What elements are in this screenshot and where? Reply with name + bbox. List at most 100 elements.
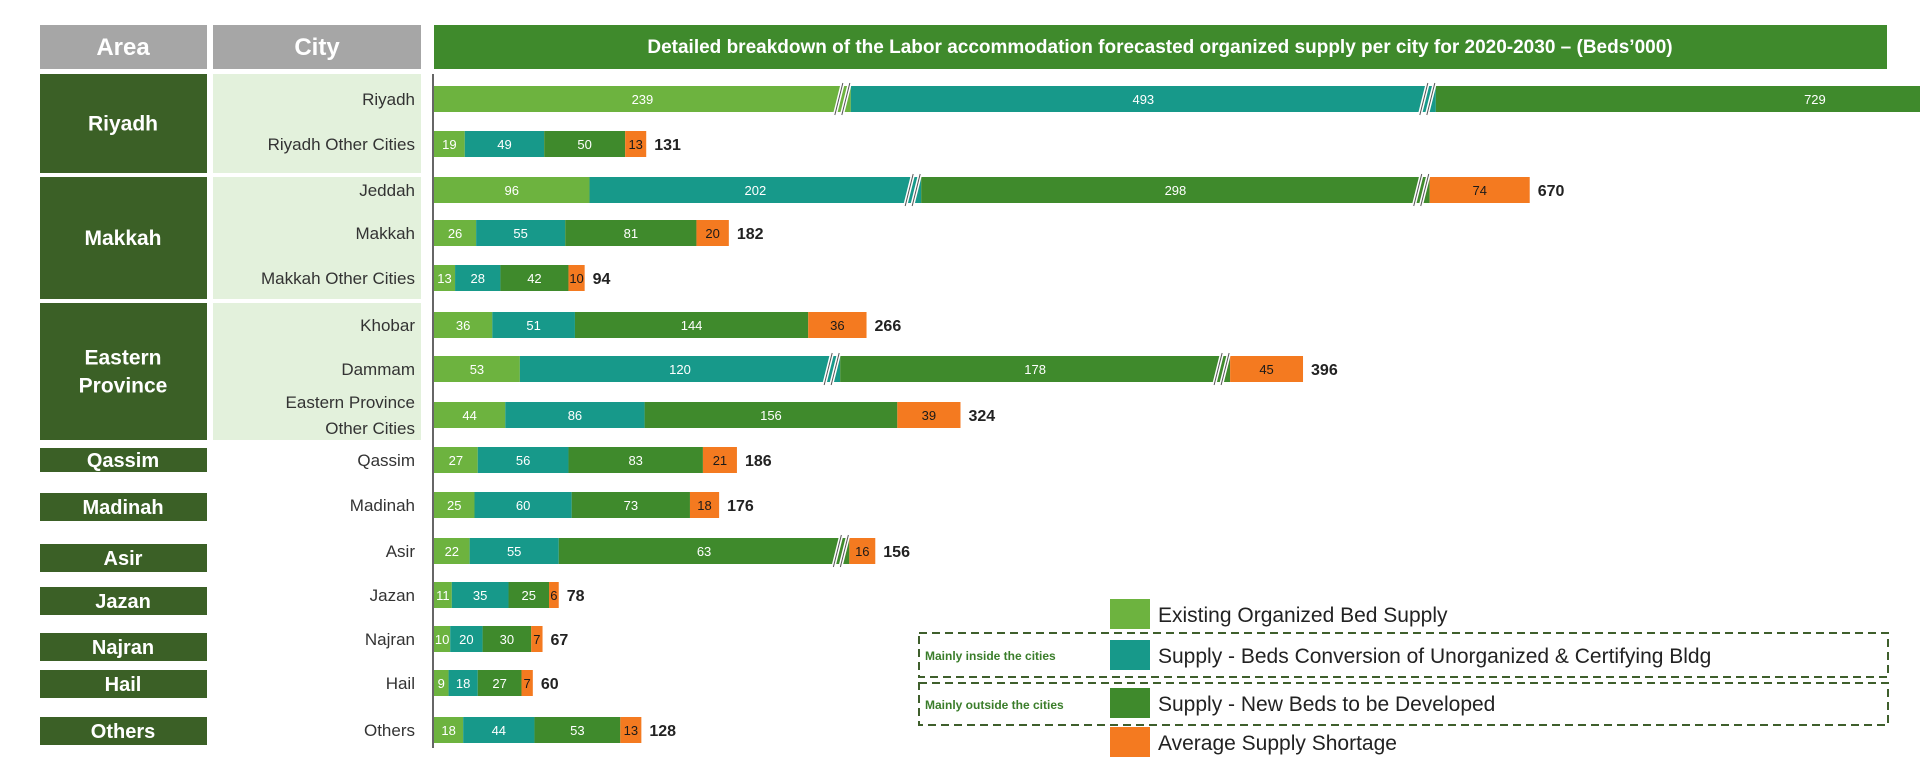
bar-dammam-average-supply-shortage	[1230, 356, 1304, 382]
value-label-riyadh-other-cities-existing-organized-bed-supply: 19	[442, 137, 456, 152]
legend-note-box-inside	[918, 632, 1889, 678]
value-label-jazan-supply-new-beds-to-be-developed: 25	[522, 588, 536, 603]
legend-note-outside: Mainly outside the cities	[925, 698, 1064, 712]
bar-najran-average-supply-shortage	[531, 626, 543, 652]
bar-najran-supply-beds-conversion-of-unorganized-certifying-bldg	[450, 626, 483, 652]
value-label-dammam-supply-beds-conversion-of-unorganized-certifying-bldg: 120	[669, 362, 691, 377]
area-box-makkah	[40, 177, 207, 299]
bar-khobar-existing-organized-bed-supply	[434, 312, 493, 338]
axis-break-edge-dammam-2-0	[1213, 352, 1223, 386]
value-label-khobar-supply-new-beds-to-be-developed: 144	[681, 318, 703, 333]
total-label-najran: 67	[551, 632, 569, 649]
chart-title: Detailed breakdown of the Labor accommod…	[647, 37, 1672, 58]
bar-riyadh-other-cities-average-supply-shortage	[625, 131, 647, 157]
bar-jeddah-supply-beds-conversion-of-unorganized-certifying-bldg	[589, 177, 922, 203]
bar-najran-existing-organized-bed-supply	[434, 626, 451, 652]
value-label-others-supply-beds-conversion-of-unorganized-certifying-bldg: 44	[492, 723, 506, 738]
value-label-madinah-supply-beds-conversion-of-unorganized-certifying-bldg: 60	[516, 498, 530, 513]
total-label-makkah-other-cities: 94	[593, 271, 611, 288]
city-label-hail: Hail	[386, 674, 415, 693]
bar-eastern-province-other-cities-existing-organized-bed-supply	[434, 402, 506, 428]
value-label-jeddah-existing-organized-bed-supply: 96	[505, 183, 519, 198]
bar-khobar-supply-new-beds-to-be-developed	[574, 312, 809, 338]
value-label-jazan-average-supply-shortage: 6	[550, 588, 557, 603]
total-label-qassim: 186	[745, 453, 772, 470]
value-label-makkah-supply-new-beds-to-be-developed: 81	[624, 226, 638, 241]
bar-madinah-average-supply-shortage	[689, 492, 720, 518]
bar-riyadh-other-cities-supply-beds-conversion-of-unorganized-certifying-bldg	[464, 131, 545, 157]
value-label-makkah-other-cities-supply-beds-conversion-of-unorganized-certifying-bldg: 28	[471, 271, 485, 286]
value-label-eastern-province-other-cities-supply-beds-conversion-of-unorganized-certifying-bldg: 86	[568, 408, 582, 423]
bar-hail-supply-beds-conversion-of-unorganized-certifying-bldg	[448, 670, 478, 696]
value-label-makkah-supply-beds-conversion-of-unorganized-certifying-bldg: 55	[513, 226, 527, 241]
value-label-jeddah-average-supply-shortage: 74	[1472, 183, 1486, 198]
legend-label-shortage: Average Supply Shortage	[1158, 732, 1397, 755]
area-box-hail	[40, 670, 207, 698]
city-label-qassim: Qassim	[357, 451, 415, 470]
area-label-eastern-province-line-1: Province	[79, 375, 168, 398]
total-label-jazan: 78	[567, 588, 585, 605]
bar-khobar-average-supply-shortage	[808, 312, 867, 338]
city-panel-eastern	[213, 303, 421, 440]
bar-asir-supply-new-beds-to-be-developed	[558, 538, 850, 564]
area-box-others	[40, 717, 207, 745]
legend: Mainly inside the cities Mainly outside …	[918, 599, 1889, 757]
value-label-madinah-existing-organized-bed-supply: 25	[447, 498, 461, 513]
axis-break-edge-riyadh-0-0	[834, 82, 844, 116]
axis-break-edge-jeddah-1-0	[904, 173, 914, 207]
bar-others-existing-organized-bed-supply	[434, 717, 464, 743]
total-label-hail: 60	[541, 676, 559, 693]
value-label-makkah-other-cities-supply-new-beds-to-be-developed: 42	[527, 271, 541, 286]
value-label-eastern-province-other-cities-supply-new-beds-to-be-developed: 156	[760, 408, 782, 423]
value-label-riyadh-supply-new-beds-to-be-developed: 729	[1804, 92, 1826, 107]
legend-swatch-shortage	[1110, 727, 1150, 757]
city-panel-riyadh	[213, 74, 421, 173]
legend-swatch-conversion	[1110, 640, 1150, 670]
bar-jazan-supply-new-beds-to-be-developed	[508, 582, 550, 608]
value-label-riyadh-other-cities-average-supply-shortage: 13	[628, 137, 642, 152]
value-label-riyadh-existing-organized-bed-supply: 239	[632, 92, 654, 107]
bar-asir-average-supply-shortage	[849, 538, 876, 564]
bar-makkah-supply-new-beds-to-be-developed	[565, 220, 697, 246]
axis-break-edge-jeddah-2-0	[1413, 173, 1423, 207]
legend-label-conversion: Supply - Beds Conversion of Unorganized …	[1158, 645, 1711, 668]
bar-jazan-existing-organized-bed-supply	[434, 582, 452, 608]
value-label-qassim-average-supply-shortage: 21	[713, 453, 727, 468]
value-label-dammam-supply-new-beds-to-be-developed: 178	[1024, 362, 1046, 377]
city-label-jazan: Jazan	[370, 586, 415, 605]
value-label-makkah-average-supply-shortage: 20	[705, 226, 719, 241]
bar-makkah-other-cities-existing-organized-bed-supply	[434, 265, 456, 291]
city-label-jeddah: Jeddah	[359, 181, 415, 200]
bar-hail-supply-new-beds-to-be-developed	[477, 670, 522, 696]
value-label-makkah-other-cities-existing-organized-bed-supply: 13	[437, 271, 451, 286]
legend-label-existing: Existing Organized Bed Supply	[1158, 604, 1448, 627]
bar-eastern-province-other-cities-supply-beds-conversion-of-unorganized-certifying-bldg	[505, 402, 645, 428]
legend-note-box-outside	[918, 682, 1889, 726]
value-label-hail-supply-new-beds-to-be-developed: 27	[492, 676, 506, 691]
bar-riyadh-supply-new-beds-to-be-developed	[1435, 86, 1920, 112]
bar-qassim-supply-new-beds-to-be-developed	[568, 447, 703, 473]
city-label-eastern-province-other-cities-line-0: Eastern Province	[286, 393, 415, 412]
bar-madinah-existing-organized-bed-supply	[434, 492, 475, 518]
bar-makkah-other-cities-supply-new-beds-to-be-developed	[500, 265, 569, 291]
axis-break-edge-jeddah-2-1	[1420, 173, 1430, 207]
area-box-najran	[40, 633, 207, 661]
bar-others-average-supply-shortage	[620, 717, 642, 743]
legend-swatch-existing	[1110, 599, 1150, 629]
value-label-qassim-existing-organized-bed-supply: 27	[449, 453, 463, 468]
bar-khobar-supply-beds-conversion-of-unorganized-certifying-bldg	[492, 312, 575, 338]
area-label-eastern-province-line-0: Eastern	[84, 347, 161, 370]
bar-dammam-existing-organized-bed-supply	[434, 356, 520, 382]
value-label-others-existing-organized-bed-supply: 18	[441, 723, 455, 738]
bar-makkah-existing-organized-bed-supply	[434, 220, 477, 246]
value-label-eastern-province-other-cities-existing-organized-bed-supply: 44	[462, 408, 476, 423]
value-label-makkah-existing-organized-bed-supply: 26	[448, 226, 462, 241]
axis-break-edge-riyadh-1-1	[1426, 82, 1436, 116]
value-label-hail-average-supply-shortage: 7	[524, 676, 531, 691]
axis-break-edge-riyadh-1-0	[1419, 82, 1429, 116]
city-label-riyadh-other-cities: Riyadh Other Cities	[268, 135, 415, 154]
area-box-qassim	[40, 448, 207, 472]
total-label-dammam: 396	[1311, 362, 1338, 379]
bar-makkah-supply-beds-conversion-of-unorganized-certifying-bldg	[476, 220, 566, 246]
total-label-others: 128	[649, 723, 676, 740]
